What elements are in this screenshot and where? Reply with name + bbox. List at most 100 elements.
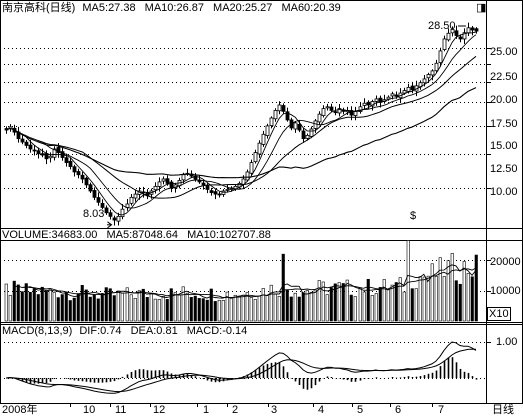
volume-bar xyxy=(133,298,137,322)
volume-bar xyxy=(20,291,24,322)
candle-body xyxy=(104,207,109,214)
candle-body xyxy=(48,155,53,159)
volume-bar xyxy=(366,279,370,322)
volume-bar xyxy=(56,297,60,322)
volume-bar xyxy=(108,288,112,322)
candle-body xyxy=(333,111,338,114)
price-tick-label: 20.00 xyxy=(490,94,518,106)
volume-bar xyxy=(233,294,237,322)
volume-bar xyxy=(173,292,177,322)
candle-body xyxy=(72,166,77,173)
volume-bar xyxy=(313,289,317,322)
ma5-line xyxy=(13,31,477,216)
volume-bar xyxy=(40,286,44,322)
legend-macd-params: MACD(8,13,9) xyxy=(2,325,73,337)
candle-body xyxy=(301,130,306,140)
candle-body xyxy=(321,108,326,116)
candle-body xyxy=(446,32,451,41)
x-tick-label: 1 xyxy=(203,404,210,416)
candle-body xyxy=(40,153,45,156)
volume-bar xyxy=(394,282,398,322)
legend-ma5: MA5:27.38 xyxy=(82,2,136,14)
candle-body xyxy=(213,191,218,195)
volume-bar xyxy=(52,292,56,322)
volume-bar xyxy=(245,292,249,322)
candle-body xyxy=(20,138,25,143)
volume-bar xyxy=(458,283,462,322)
volume-bar xyxy=(349,294,353,322)
volume-bar xyxy=(470,276,474,322)
volume-bar xyxy=(120,292,124,322)
candle-body xyxy=(317,113,322,123)
candle-body xyxy=(474,28,479,32)
volume-bar xyxy=(237,295,241,322)
volume-bar xyxy=(410,288,414,322)
volume-bar xyxy=(84,289,88,322)
volume-bar xyxy=(329,287,333,322)
candle-body xyxy=(337,108,342,114)
x-tick-label: 7 xyxy=(438,404,445,416)
volume-bar xyxy=(48,288,52,322)
volume-bar xyxy=(249,297,253,322)
candle-body xyxy=(297,123,302,131)
corner-icon[interactable]: ◨ xyxy=(476,2,487,14)
volume-bar xyxy=(8,294,12,322)
volume-bar xyxy=(4,283,8,322)
volume-bar xyxy=(209,288,213,322)
candle-body xyxy=(450,29,455,34)
candle-body xyxy=(309,128,314,137)
volume-bar xyxy=(406,240,410,322)
candle-body xyxy=(366,101,371,106)
volume-ma10-line xyxy=(22,267,477,298)
volume-bar xyxy=(80,285,84,322)
candle-body xyxy=(96,197,101,203)
volume-bar xyxy=(281,253,285,322)
candle-body xyxy=(225,189,230,191)
volume-bar xyxy=(177,294,181,322)
price-tick-label: 25.00 xyxy=(490,46,518,58)
volume-bar xyxy=(129,294,133,322)
volume-bar xyxy=(141,288,145,322)
candle-body xyxy=(406,86,411,92)
candle-body xyxy=(394,94,399,97)
candle-body xyxy=(52,148,57,158)
candle-body xyxy=(257,142,262,155)
x-tick-label: 2 xyxy=(232,404,239,416)
candle-body xyxy=(76,171,81,176)
volume-bar xyxy=(225,291,229,322)
candle-body xyxy=(265,125,270,136)
candle-body xyxy=(141,191,146,194)
volume-bar xyxy=(333,283,337,322)
candle-body xyxy=(466,27,471,34)
candle-body xyxy=(88,184,93,192)
legend-ma20: MA20:25.27 xyxy=(213,2,273,14)
volume-bar xyxy=(438,257,442,322)
x-tick-label: 3 xyxy=(271,404,278,416)
legend-volume: VOLUME:34683.00 xyxy=(2,229,98,241)
volume-bar xyxy=(217,299,221,322)
legend-dea: DEA:0.81 xyxy=(130,325,178,337)
legend-name: 南京高科(日线) xyxy=(2,2,76,14)
volume-bar xyxy=(269,284,273,322)
volume-bar xyxy=(454,280,458,322)
legend-ma10: MA10:26.87 xyxy=(144,2,204,14)
volume-bar xyxy=(390,284,394,322)
volume-bar xyxy=(265,295,269,322)
candle-body xyxy=(36,150,41,155)
candle-body xyxy=(165,178,170,184)
volume-bar xyxy=(345,279,349,322)
candle-body xyxy=(454,30,459,36)
volume-bar xyxy=(358,287,362,322)
volume-bar xyxy=(241,294,245,322)
volume-bar xyxy=(149,293,153,322)
candle-body xyxy=(434,62,439,72)
candle-body xyxy=(217,193,222,196)
candle-body xyxy=(329,106,334,111)
price-tick-label: 10.00 xyxy=(490,186,518,198)
legend-ma60: MA60:20.39 xyxy=(281,2,341,14)
volume-bar xyxy=(28,291,32,322)
dividend-marker: $ xyxy=(410,210,417,222)
volume-bar xyxy=(112,295,116,322)
candle-body xyxy=(249,162,254,174)
